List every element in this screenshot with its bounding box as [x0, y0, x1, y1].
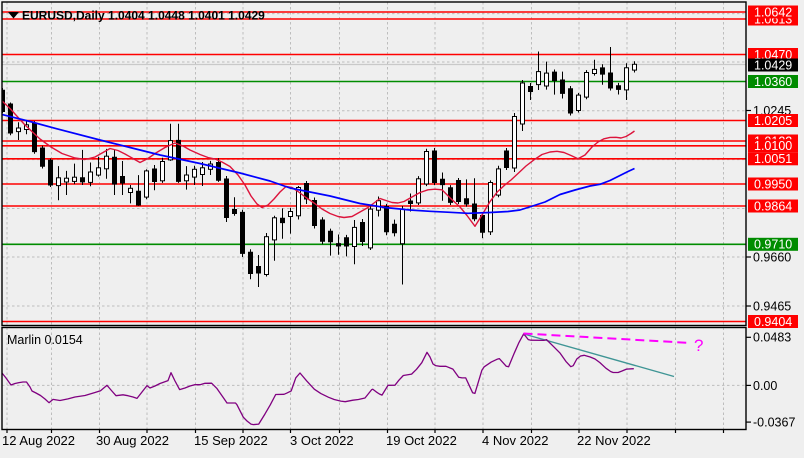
svg-text:1.0642: 1.0642: [754, 5, 792, 19]
svg-text:1.0360: 1.0360: [754, 75, 792, 89]
svg-text:0.9950: 0.9950: [754, 177, 792, 191]
svg-text:4 Nov 2022: 4 Nov 2022: [482, 433, 549, 448]
svg-text:0.9864: 0.9864: [754, 199, 792, 213]
svg-text:EURUSD,Daily 1.0404 1.0448 1.: EURUSD,Daily 1.0404 1.0448 1.0401 1.0429: [22, 9, 265, 23]
svg-text:0.9710: 0.9710: [754, 238, 792, 252]
svg-text:1.0205: 1.0205: [754, 114, 792, 128]
svg-text:0.9660: 0.9660: [753, 250, 791, 264]
svg-text:12 Aug 2022: 12 Aug 2022: [2, 433, 75, 448]
svg-text:-0.0367: -0.0367: [753, 416, 795, 430]
svg-text:15 Sep 2022: 15 Sep 2022: [194, 433, 268, 448]
svg-text:0.0483: 0.0483: [753, 331, 791, 345]
svg-text:30 Aug 2022: 30 Aug 2022: [96, 433, 169, 448]
svg-text:?: ?: [694, 336, 703, 355]
svg-text:1.0429: 1.0429: [754, 58, 792, 72]
svg-text:Marlin 0.0154: Marlin 0.0154: [7, 333, 83, 347]
svg-text:1.0100: 1.0100: [754, 139, 792, 153]
svg-text:0.9465: 0.9465: [753, 299, 791, 313]
svg-text:0.00: 0.00: [753, 379, 777, 393]
svg-text:3 Oct 2022: 3 Oct 2022: [290, 433, 354, 448]
svg-text:22 Nov 2022: 22 Nov 2022: [577, 433, 651, 448]
svg-text:19 Oct 2022: 19 Oct 2022: [386, 433, 457, 448]
svg-text:1.0051: 1.0051: [754, 152, 792, 166]
svg-text:0.9404: 0.9404: [754, 315, 792, 329]
svg-text:1.0470: 1.0470: [754, 48, 792, 62]
